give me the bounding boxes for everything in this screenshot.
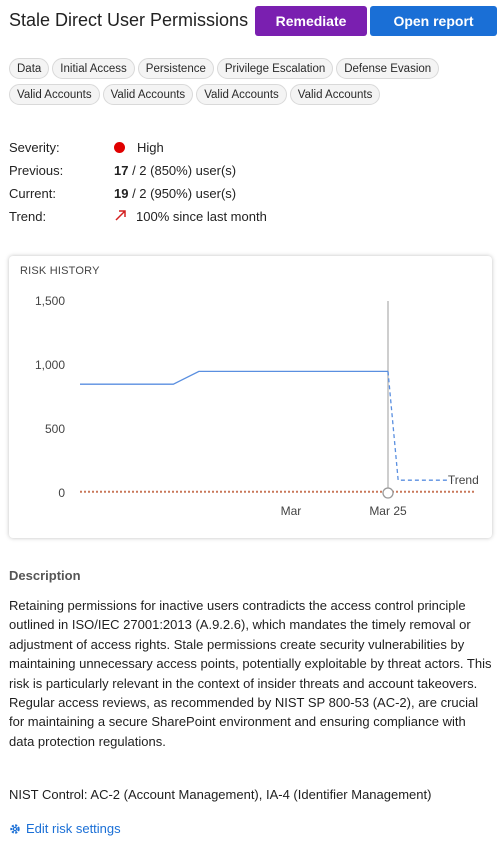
tag: Data: [9, 58, 50, 79]
current-point-marker: [382, 487, 394, 499]
series-risk-line: [80, 370, 388, 385]
current-label: Current:: [9, 186, 56, 201]
description-body: Retaining permissions for inactive users…: [9, 598, 492, 749]
tag: Defense Evasion: [336, 58, 440, 79]
previous-count: 17: [114, 163, 129, 178]
severity-row: Severity: High: [9, 136, 497, 159]
previous-detail: / 2 (850%) user(s): [128, 163, 237, 178]
open-report-button[interactable]: Open report: [370, 6, 497, 36]
edit-risk-settings-label: Edit risk settings: [26, 821, 121, 836]
tag: Valid Accounts: [289, 84, 381, 105]
page-title: Stale Direct User Permissions: [9, 10, 249, 30]
tag: Persistence: [137, 58, 214, 79]
y-tick-label: 1,500: [35, 294, 65, 308]
trend-value: 100% since last month: [136, 209, 267, 224]
severity-value: High: [137, 140, 164, 155]
trend-label: Trend:: [9, 209, 47, 224]
trend-up-arrow-icon: [114, 208, 130, 225]
remediate-button[interactable]: Remediate: [255, 6, 367, 36]
description-section: Description Retaining permissions for in…: [9, 568, 493, 751]
previous-row: Previous: 17 / 2 (850%) user(s): [9, 159, 497, 182]
severity-label: Severity:: [9, 140, 60, 155]
tag-row-techniques: Valid Accounts Valid Accounts Valid Acco…: [9, 84, 497, 105]
trend-annotation-label: Trend: [448, 473, 479, 487]
previous-label: Previous:: [9, 163, 64, 178]
current-count: 19: [114, 186, 129, 201]
series-trend-line: [387, 371, 466, 481]
nist-control: NIST Control: AC-2 (Account Management),…: [9, 787, 432, 802]
chart-title: RISK HISTORY: [20, 265, 100, 277]
x-tick-label: Mar 25: [369, 504, 407, 518]
description-heading: Description: [9, 568, 81, 583]
severity-dot-icon: [114, 142, 125, 153]
gear-icon: [10, 823, 20, 834]
edit-risk-settings-link[interactable]: Edit risk settings: [9, 821, 121, 836]
trend-row: Trend: 100% since last month: [9, 205, 497, 228]
y-tick-label: 0: [58, 486, 65, 500]
tag: Valid Accounts: [102, 84, 194, 105]
tag: Privilege Escalation: [216, 58, 334, 79]
tag-row-categories: Data Initial Access Persistence Privileg…: [9, 58, 497, 79]
risk-history-chart: RISK HISTORY 0 500 1,000 1,500 Mar Mar 25 Tren…: [9, 256, 492, 538]
tag-list: Data Initial Access Persistence Privileg…: [9, 58, 497, 110]
current-row: Current: 19 / 2 (950%) user(s): [9, 182, 497, 205]
chart-canvas: 0 500 1,000 1,500 Mar Mar 25 Trend: [35, 294, 480, 518]
tag: Initial Access: [52, 58, 135, 79]
current-detail: / 2 (950%) user(s): [128, 186, 237, 201]
tag: Valid Accounts: [9, 84, 100, 105]
y-tick-label: 1,000: [35, 358, 65, 372]
x-tick-label: Mar: [281, 504, 302, 518]
tag: Valid Accounts: [196, 84, 287, 105]
y-tick-label: 500: [45, 422, 65, 436]
header: Stale Direct User Permissions Remediate …: [9, 6, 497, 38]
risk-summary: Severity: High Previous: 17 / 2 (850%) u…: [9, 136, 497, 228]
